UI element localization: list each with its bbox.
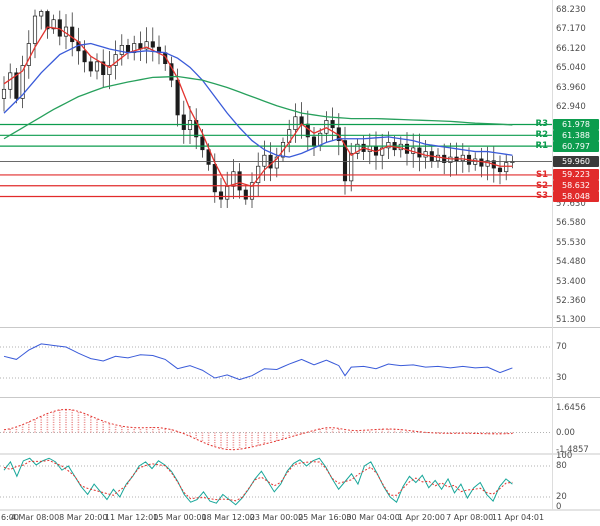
level-badge-S2: 58.632 [553, 180, 599, 192]
time-axis-tick: 8 Mar 20:00 [59, 513, 108, 522]
level-name-R3: R3 [535, 119, 548, 130]
stoch-k-line [3, 457, 513, 506]
rsi-axis-tick: 30 [556, 373, 567, 383]
time-axis-tick: 30 Mar 04:00 [346, 513, 400, 522]
level-badge-S1: 59.223 [553, 169, 599, 181]
price-axis-tick: 62.940 [556, 101, 586, 112]
level-name-S3: S3 [535, 191, 548, 202]
level-badge-R1: 60.797 [553, 140, 599, 152]
level-badge-R2: 61.388 [553, 129, 599, 141]
time-axis-tick: 25 Mar 16:00 [298, 513, 352, 522]
time-axis-tick: 11 Apr 04:01 [491, 513, 545, 522]
ma-mid-line [3, 42, 513, 158]
price-axis-tick: 52.360 [556, 295, 586, 306]
time-axis-tick: 23 Mar 00:00 [249, 513, 304, 522]
time-axis-tick: 6:00 [1, 513, 19, 522]
price-axis-tick: 67.170 [556, 24, 586, 35]
macd-line [3, 408, 513, 451]
price-axis-tick: 53.400 [556, 276, 586, 287]
level-badge-S3: 58.048 [553, 190, 599, 202]
price-axis-tick: 63.960 [556, 83, 586, 94]
rsi-line [3, 343, 513, 381]
level-name-R1: R1 [535, 141, 548, 152]
stoch-axis-tick: 20 [556, 492, 567, 502]
rsi-axis-tick: 70 [556, 342, 567, 352]
stoch-axis-tick: 100 [556, 450, 573, 461]
ma-fast-line [3, 26, 513, 188]
stoch-axis-tick: 80 [556, 461, 567, 471]
price-axis-tick: 66.120 [556, 43, 586, 54]
price-axis-tick: 51.300 [556, 315, 586, 326]
level-name-R2: R2 [535, 130, 548, 141]
macd-axis-tick: 0.00 [556, 427, 575, 438]
stoch-axis-tick: 0 [556, 502, 562, 513]
time-axis-tick: 15 Mar 00:00 [153, 513, 207, 522]
price-axis-tick: 57.630 [556, 199, 586, 210]
time-axis-tick: 11 Mar 12:00 [104, 513, 159, 522]
price-axis-tick: 68.230 [556, 5, 586, 15]
macd-axis-tick: -1.4857 [556, 445, 589, 456]
price-axis-tick: 54.480 [556, 256, 586, 267]
level-name-S2: S2 [535, 180, 548, 191]
time-axis-tick: 18 Mar 12:00 [201, 513, 255, 522]
time-axis-tick: 1 Apr 20:00 [397, 513, 445, 522]
level-name-S1: S1 [535, 169, 548, 180]
price-axis-tick: 65.040 [556, 63, 586, 74]
time-axis-tick: 4 Mar 08:00 [10, 513, 60, 522]
price-axis-tick: 55.530 [556, 237, 586, 248]
level-badge-price: 59.960 [553, 155, 599, 167]
time-axis-tick: 7 Apr 08:00 [446, 513, 494, 522]
macd-axis-tick: 1.6456 [556, 402, 586, 413]
price-axis-tick: 56.580 [556, 218, 586, 229]
ma-slow-line [3, 75, 513, 140]
level-badge-R3: 61.978 [553, 118, 599, 130]
